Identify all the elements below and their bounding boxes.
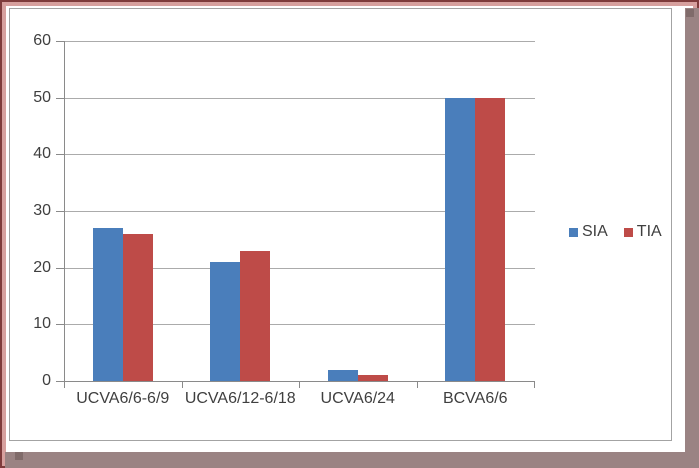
gridline: [65, 211, 535, 212]
bar-tia: [122, 233, 153, 381]
legend-item-sia: SIA: [569, 223, 608, 241]
drop-shadow-right: [685, 8, 699, 468]
drop-shadow-corner-top: [686, 9, 694, 17]
y-tick-label: 30: [33, 202, 51, 219]
x-axis-tick: [181, 381, 183, 388]
y-tick-label: 20: [33, 258, 51, 276]
y-axis-line: [64, 41, 65, 382]
y-axis-tick: [56, 324, 64, 326]
bar-sia: [327, 369, 358, 381]
y-axis-tick: [56, 381, 64, 382]
bar-sia: [210, 262, 241, 381]
y-tick-label: 0: [42, 372, 51, 389]
x-category-label: UCVA6/12-6/18: [184, 390, 296, 407]
legend-label: SIA: [582, 223, 608, 240]
gridline: [65, 41, 535, 42]
drop-shadow-bottom: [5, 452, 699, 468]
drop-shadow-corner-left: [15, 452, 23, 460]
legend: SIA TIA: [569, 223, 662, 241]
x-category-label: BCVA6/6: [442, 390, 508, 407]
y-tick-label: 60: [33, 32, 51, 49]
x-axis-tick: [299, 381, 300, 388]
bar-tia: [357, 375, 388, 381]
y-axis-tick: [56, 41, 64, 42]
y-axis-tick: [56, 97, 64, 99]
chart-box: SIA TIA 0 10 20 30 40 50 60 UCVA6/6-6/9 UCVA6/12-…: [9, 8, 672, 441]
legend-swatch-sia: [569, 228, 578, 237]
bar-sia: [445, 97, 476, 381]
gridline: [65, 267, 535, 269]
gridline: [65, 154, 535, 156]
legend-label: TIA: [636, 223, 662, 240]
x-axis-tick: [416, 381, 418, 388]
y-tick-label: 50: [33, 88, 51, 106]
gridline: [65, 324, 535, 326]
bar-tia: [240, 250, 271, 381]
gridline: [65, 97, 535, 99]
y-tick-label: 10: [33, 315, 51, 333]
x-category-label: UCVA6/24: [320, 390, 395, 407]
legend-item-tia: TIA: [623, 223, 662, 241]
x-category-label: UCVA6/6-6/9: [76, 390, 170, 407]
y-tick-label: 40: [33, 145, 51, 163]
y-axis-tick: [56, 267, 64, 269]
x-axis-tick: [64, 381, 65, 388]
bar-tia: [475, 97, 506, 381]
bar-sia: [92, 228, 123, 381]
y-axis-tick: [56, 211, 64, 212]
legend-swatch-tia: [623, 228, 633, 237]
x-axis-tick: [534, 381, 535, 388]
y-axis-tick: [56, 154, 64, 156]
